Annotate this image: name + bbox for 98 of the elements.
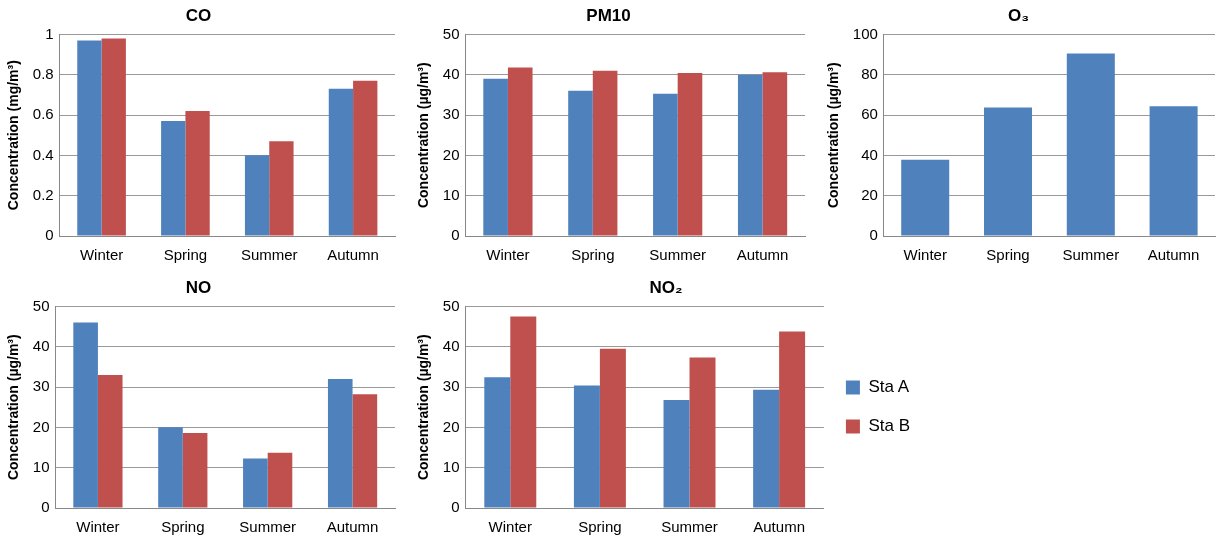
chart-title: O₃ [1007,5,1030,25]
y-tick-label: 20 [32,417,50,435]
bar [677,73,703,236]
y-axis-title: Concentration (mg/m³) [5,60,22,211]
bar [1149,106,1198,236]
y-tick-label: 40 [442,336,460,354]
bar [507,67,533,236]
bar [599,348,626,508]
x-tick-label: Spring [578,518,622,536]
y-tick-label: 50 [442,24,460,42]
bar [592,70,618,236]
x-tick-label: Spring [571,246,615,264]
bar [1066,53,1115,236]
y-tick-label: 10 [442,457,460,475]
y-tick-label: 0 [41,498,50,516]
y-tick-label: 0.4 [32,145,54,163]
y-tick-label: 20 [442,417,460,435]
x-tick-label: Spring [161,518,205,536]
y-axis-title: Concentration (µg/m³) [415,62,432,209]
y-tick-label: 0 [451,226,460,244]
x-tick-label: Winter [79,246,124,264]
x-tick-label: Winter [488,518,532,536]
bar [779,331,806,508]
y-tick-label: 40 [861,145,878,163]
x-tick-label: Autumn [753,518,805,536]
bar [97,374,123,508]
bar [243,458,268,508]
y-tick-label: 1 [45,24,54,42]
y-tick-label: 80 [861,64,878,82]
y-tick-label: 10 [32,457,50,475]
x-tick-label: Spring [163,246,208,264]
y-tick-label: 50 [32,296,50,314]
x-tick-label: Winter [903,246,947,264]
y-tick-label: 20 [442,145,460,163]
bar [244,155,270,236]
bar [753,389,780,508]
bar [653,93,678,236]
y-tick-label: 50 [442,296,460,314]
bar [762,72,788,236]
y-tick-label: 40 [32,336,50,354]
x-tick-label: Winter [486,246,530,264]
bar [267,452,293,508]
y-tick-label: 0.8 [32,64,54,82]
bar [689,357,716,508]
y-tick-label: 10 [442,185,460,203]
bar [101,38,126,236]
y-tick-label: 30 [442,105,460,123]
y-tick-label: 0 [869,226,878,244]
bar [328,88,354,236]
y-tick-label: 0.6 [32,105,54,123]
y-tick-label: 30 [32,377,50,395]
bar [353,80,378,236]
y-tick-label: 100 [852,24,878,42]
y-tick-label: 0 [451,498,460,516]
x-tick-label: Summer [1062,246,1120,264]
x-tick-label: Summer [239,518,297,536]
y-tick-label: 60 [861,105,878,123]
bar [483,78,508,236]
x-tick-label: Autumn [327,246,379,264]
bar [984,107,1033,236]
x-tick-label: Summer [649,246,707,264]
legend-label: Sta A [868,377,910,397]
bar [352,394,378,508]
bar [327,378,353,508]
bar [77,40,102,236]
y-axis-title: Concentration (µg/m³) [825,62,842,209]
y-axis-title: Concentration (µg/m³) [415,334,432,481]
bar [573,385,600,508]
bar [484,377,511,508]
x-tick-label: Autumn [736,246,789,264]
legend-label: Sta B [868,416,911,436]
x-tick-label: Autumn [1147,246,1200,264]
x-tick-label: Autumn [326,518,379,536]
chart-title: NO [185,277,212,297]
bar [510,316,537,508]
chart-title: PM10 [586,5,631,25]
y-tick-label: 30 [442,377,460,395]
bar [73,322,98,508]
bar [737,74,763,236]
y-tick-label: 20 [861,185,878,203]
x-tick-label: Summer [240,246,298,264]
y-tick-label: 0 [45,226,54,244]
x-tick-label: Winter [76,518,120,536]
bar [663,399,690,508]
x-tick-label: Spring [986,246,1030,264]
y-tick-label: 40 [442,64,460,82]
chart-title: NO₂ [649,277,683,297]
bar [901,159,950,236]
bar [568,90,593,236]
x-tick-label: Summer [661,518,718,536]
bar [161,121,186,236]
bar [185,111,210,236]
y-tick-label: 0.2 [32,185,54,203]
y-axis-title: Concentration (µg/m³) [5,334,22,481]
bar [269,141,294,236]
bar [158,427,183,508]
bar [182,433,208,508]
chart-title: CO [185,5,212,25]
